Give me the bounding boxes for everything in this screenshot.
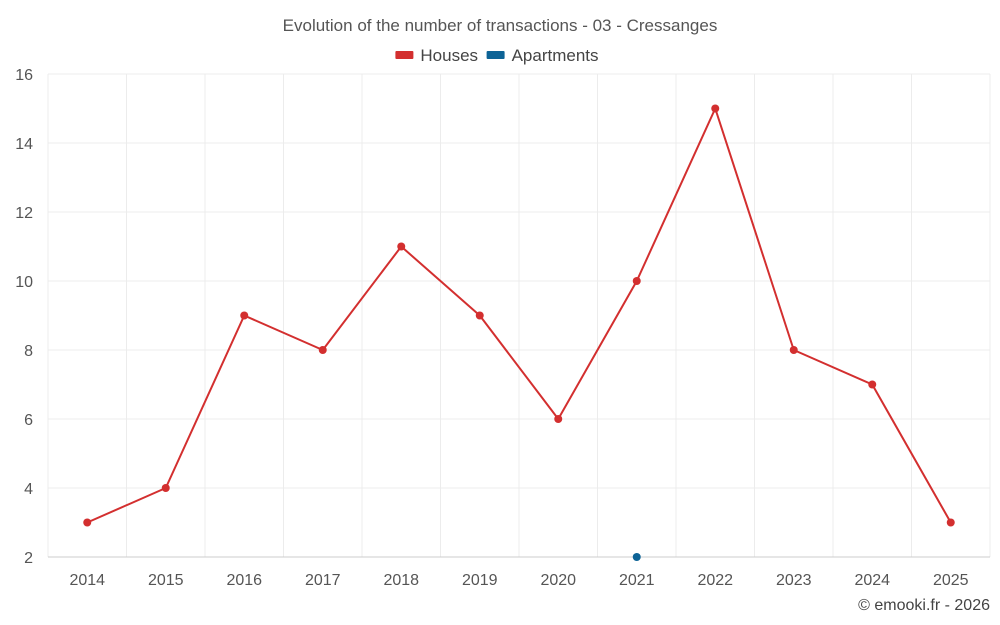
x-tick-label: 2015: [148, 572, 184, 589]
data-point-houses[interactable]: [318, 346, 327, 354]
x-tick-label: 2021: [619, 572, 655, 589]
x-tick-label: 2020: [540, 572, 576, 589]
data-point-houses[interactable]: [83, 518, 92, 527]
x-tick-label: 2014: [69, 572, 105, 589]
credit-text: © emooki.fr - 2026: [858, 597, 990, 614]
data-point-houses[interactable]: [789, 346, 798, 354]
x-tick-label: 2023: [776, 572, 812, 589]
data-point-houses[interactable]: [946, 518, 955, 527]
y-tick-label: 16: [15, 67, 33, 84]
x-tick-label: 2019: [462, 572, 498, 589]
x-tick-label: 2025: [933, 572, 969, 589]
y-tick-label: 4: [24, 481, 33, 498]
x-tick-label: 2018: [383, 572, 419, 589]
x-tick-label: 2016: [226, 572, 262, 589]
data-point-houses[interactable]: [475, 311, 484, 320]
y-tick-label: 14: [15, 136, 33, 153]
data-point-houses[interactable]: [161, 484, 170, 492]
data-point-houses[interactable]: [240, 311, 249, 320]
legend-swatch: [395, 51, 414, 59]
legend: Houses Apartments: [395, 46, 599, 65]
data-point-houses[interactable]: [554, 415, 563, 423]
data-point-houses[interactable]: [711, 104, 720, 113]
y-tick-label: 6: [24, 412, 33, 429]
legend-label: Houses: [420, 46, 478, 65]
data-point-houses[interactable]: [397, 242, 406, 251]
y-tick-label: 2: [24, 550, 33, 567]
legend-item-apartments[interactable]: Apartments: [486, 46, 599, 65]
legend-item-houses[interactable]: Houses: [395, 46, 478, 65]
x-tick-label: 2024: [854, 572, 890, 589]
data-point-houses[interactable]: [632, 277, 641, 285]
x-tick-label: 2022: [697, 572, 733, 589]
data-point-houses[interactable]: [868, 380, 877, 389]
series-line-houses: [86, 107, 952, 524]
y-tick-label: 10: [15, 274, 33, 291]
data-point-apartments[interactable]: [632, 553, 641, 561]
y-axis-ticks: 2 4 6 8 10 12 14 16: [15, 67, 33, 567]
grid: [47, 73, 991, 558]
y-tick-label: 8: [24, 343, 33, 360]
x-tick-label: 2017: [305, 572, 341, 589]
series-apartments: [632, 553, 641, 561]
chart-title: Evolution of the number of transactions …: [283, 16, 718, 35]
series-houses: [83, 104, 955, 527]
series-layer: [83, 104, 955, 561]
legend-label: Apartments: [512, 46, 599, 65]
legend-swatch: [486, 51, 505, 59]
y-tick-label: 12: [15, 205, 33, 222]
x-axis-ticks: 2014 2015 2016 2017 2018 2019 2020 2021 2022 2023…: [69, 572, 968, 589]
